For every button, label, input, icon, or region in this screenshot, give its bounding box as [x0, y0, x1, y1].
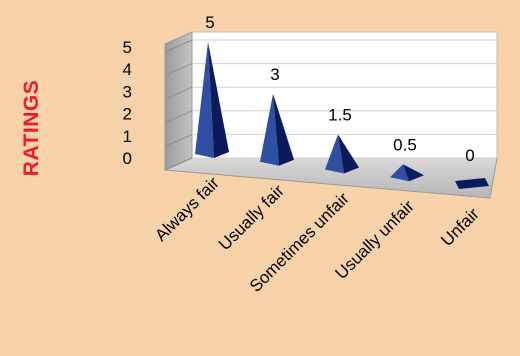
y-tick-label: 3	[123, 82, 132, 101]
y-axis-ticks: 0 1 2 3 4 5	[123, 38, 132, 168]
y-tick-label: 0	[123, 149, 132, 168]
data-label: 0.5	[393, 135, 417, 154]
bar	[455, 178, 489, 189]
bar	[325, 134, 359, 174]
side-gridline	[164, 157, 193, 171]
bar-face-left	[195, 42, 214, 158]
bar-face-left	[390, 164, 409, 182]
side-gridline	[164, 63, 193, 77]
gridlines	[164, 39, 497, 171]
side-gridline	[164, 39, 193, 53]
side-gridline	[164, 133, 193, 147]
x-category-label: Usually fair	[215, 181, 288, 254]
side-gridline	[164, 110, 193, 124]
data-label: 1.5	[328, 106, 352, 125]
bar	[390, 164, 424, 182]
y-tick-label: 1	[123, 127, 132, 146]
y-tick-label: 4	[123, 60, 132, 79]
data-label: 5	[205, 13, 214, 32]
bar-face-flat	[455, 178, 489, 189]
x-category-label: Always fair	[151, 173, 223, 245]
bar-face-right	[208, 42, 229, 158]
bar	[260, 93, 294, 166]
y-tick-label: 2	[123, 105, 132, 124]
bar-face-right	[273, 93, 294, 166]
bar-face-left	[325, 134, 344, 174]
data-label: 0	[465, 146, 474, 165]
bar	[195, 42, 229, 158]
x-category-label: Unfair	[437, 204, 483, 250]
data-labels: 5 3 1.5 0.5 0	[205, 13, 474, 165]
data-label: 3	[270, 65, 279, 84]
side-wall	[164, 31, 193, 171]
bar-face-left	[260, 93, 279, 166]
bars	[195, 42, 489, 189]
side-gridline	[164, 86, 193, 100]
y-tick-label: 5	[123, 38, 132, 57]
bar-face-right	[403, 164, 424, 182]
bar-face-right	[338, 134, 359, 174]
y-axis-title: RATINGS	[20, 80, 43, 176]
back-wall	[191, 31, 498, 159]
